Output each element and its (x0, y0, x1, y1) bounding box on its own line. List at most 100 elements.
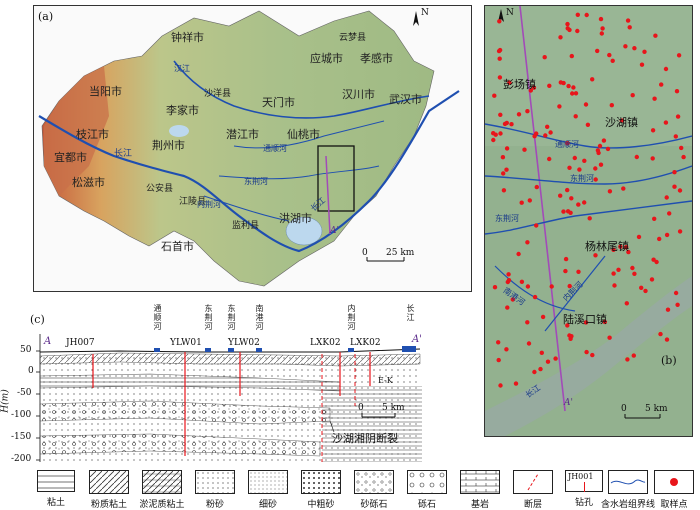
scale-max-c: 5 km (382, 403, 405, 413)
city-tianmen: 天门市 (262, 96, 295, 109)
sample-point (498, 131, 503, 136)
sample-point (577, 167, 582, 172)
sample-point (543, 133, 548, 138)
sample-point (527, 198, 532, 203)
sample-point (650, 128, 656, 133)
tongshun-river (233, 120, 385, 149)
legend-swatch-coarse-sand (301, 470, 341, 494)
legend-swatch-fault (513, 470, 553, 494)
section-end-b: A' (564, 398, 573, 408)
city-yidu: 宜都市 (54, 151, 87, 164)
legend-item-bedrock: 基岩 (452, 470, 508, 510)
north-arrow-icon (498, 9, 504, 22)
legend-swatch-mucky-clay (142, 470, 182, 494)
sample-point (626, 249, 631, 255)
sample-point (630, 265, 635, 271)
city-yunmeng: 云梦县 (339, 33, 367, 43)
panel-b-map: N 彭场镇 沙湖镇 杨林尾镇 陆溪口镇 通顺河 东荆河 东荆河 南港河 内荆河 … (484, 5, 693, 437)
layer-deep-gravel (39, 433, 321, 457)
boreholes (92, 352, 371, 456)
sample-point (509, 122, 514, 127)
section-start-c: A (44, 336, 52, 347)
legend-borehole-code: JH001 (568, 472, 594, 481)
sample-point (643, 288, 648, 294)
nangang-river-b (494, 265, 576, 312)
well-jh007: JH007 (66, 338, 95, 348)
sample-point (506, 278, 512, 283)
sample-point (618, 244, 623, 249)
sample-point (548, 130, 553, 135)
scale-zero-c: 0 (358, 403, 364, 413)
sample-point (502, 121, 508, 127)
sample-point (553, 356, 558, 361)
section-end-a: A' (330, 226, 339, 236)
sample-point (607, 52, 612, 58)
sample-point (598, 162, 604, 167)
sample-point (558, 193, 563, 198)
sample-point (649, 277, 655, 282)
sample-point (496, 340, 501, 345)
sample-point (507, 80, 512, 85)
ytick-0: 0 (28, 366, 34, 376)
hanjiang-river (173, 60, 430, 119)
section-line-b (519, 6, 566, 412)
sample-point (673, 290, 679, 296)
legend-item-aquifer-line: 含水岩组界线 (600, 470, 656, 510)
sample-point (631, 353, 636, 358)
neijing-river-b (544, 255, 606, 332)
town-pengchang: 彭场镇 (503, 78, 536, 91)
sample-point (531, 85, 537, 90)
sample-point (639, 62, 645, 67)
sample-point (573, 91, 579, 96)
sample-point (561, 80, 566, 86)
sample-point (611, 247, 616, 252)
sample-point (497, 56, 502, 61)
sample-point (624, 245, 629, 250)
city-xiantao: 仙桃市 (287, 128, 320, 141)
sample-point (565, 141, 570, 146)
sample-point (601, 138, 607, 143)
sample-point (545, 124, 550, 129)
sample-point (652, 216, 657, 221)
sample-point (672, 170, 677, 175)
scale-max-b: 5 km (645, 404, 668, 414)
sample-point (573, 114, 578, 119)
ytick-m200: -200 (11, 454, 32, 464)
sample-point (492, 285, 498, 290)
sample-point (575, 28, 580, 34)
sample-point (547, 83, 552, 89)
sample-point (558, 35, 563, 40)
sample-point (492, 93, 497, 98)
y-axis-label: H(m) (0, 389, 11, 413)
panel-c-label: (c) (30, 313, 45, 326)
sample-point (642, 49, 647, 54)
legend-label-silt-sand: 粉砂 (205, 500, 224, 510)
sample-point (607, 189, 613, 194)
sample-point (582, 200, 587, 205)
sample-point (598, 16, 604, 22)
sample-point (498, 383, 503, 388)
legend-item-fault: 断层 (505, 470, 561, 510)
sample-point (667, 211, 672, 216)
sample-point (584, 12, 589, 18)
sample-point (595, 48, 600, 54)
sample-point (652, 96, 657, 101)
sample-point (525, 109, 530, 114)
sample-point (679, 145, 684, 151)
legend-swatch-sample-point (654, 470, 694, 494)
sample-point (664, 195, 669, 200)
legend-label-fault: 断层 (523, 500, 542, 510)
sample-points (491, 12, 686, 388)
sample-point (565, 26, 570, 31)
sample-point (565, 21, 570, 27)
sample-point (616, 267, 621, 272)
city-jingzhou: 荆州市 (152, 139, 185, 152)
sample-point (516, 112, 522, 117)
city-shayang: 沙洋县 (204, 89, 232, 99)
sample-point (513, 381, 519, 386)
section-line (325, 155, 331, 235)
legend-label-sample-point: 取样点 (660, 500, 688, 510)
sample-point (532, 294, 538, 300)
sample-point (663, 120, 669, 125)
sample-point (590, 77, 595, 82)
